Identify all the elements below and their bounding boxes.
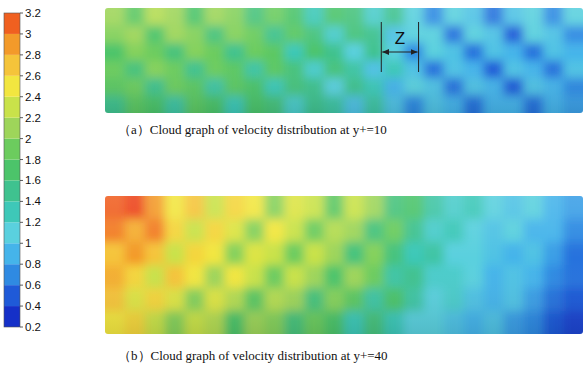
color-bar-band <box>4 180 20 201</box>
color-bar-band <box>4 97 20 118</box>
color-bar-tick <box>20 201 23 202</box>
color-bar-tick <box>20 96 23 97</box>
color-bar-label: 2.4 <box>25 91 42 103</box>
color-bar-label: 1.2 <box>25 216 41 228</box>
color-bar-tick <box>20 264 23 265</box>
plot-area <box>105 8 583 113</box>
color-bar-band <box>4 55 20 76</box>
color-bar-band <box>4 222 20 243</box>
color-bar-tick <box>20 54 23 55</box>
color-bar-label: 0.6 <box>25 279 41 291</box>
annotation-line <box>381 22 382 72</box>
velocity-field <box>105 196 583 334</box>
color-bar-label: 1.6 <box>25 174 41 186</box>
color-bar-tick <box>20 13 23 14</box>
annotation-arrow <box>382 52 417 53</box>
color-bar-band <box>4 34 20 55</box>
color-bar-label: 1 <box>25 237 31 249</box>
color-bar-tick <box>20 75 23 76</box>
color-bar-label: 0.2 <box>25 321 41 333</box>
color-bar-band <box>4 243 20 264</box>
color-bar-tick <box>20 138 23 139</box>
color-bar-band <box>4 160 20 181</box>
plot-area <box>105 196 583 334</box>
color-bar-band <box>4 306 20 327</box>
caption: （b）Cloud graph of velocity distribution … <box>118 348 388 363</box>
color-bar-frame <box>4 13 20 327</box>
color-bar-label: 2 <box>25 133 31 145</box>
color-bar-label: 0.8 <box>25 258 41 270</box>
color-bar-tick <box>20 33 23 34</box>
color-bar-label: 2.2 <box>25 112 41 124</box>
color-bar-band <box>4 285 20 306</box>
color-bar-tick <box>20 222 23 223</box>
color-bar-label: 2.6 <box>25 70 41 82</box>
color-bar: 3.2 3 2.8 2.6 2.4 2.2 2 1.8 1.6 1.4 1.2 1 0.8 0.6 0.4 0… <box>4 7 42 333</box>
color-bar-label: 3.2 <box>25 7 41 19</box>
color-bar-label: 2.8 <box>25 49 41 61</box>
cylinder-shading <box>105 196 583 334</box>
color-bar-tick <box>20 117 23 118</box>
figure: 3.2 3 2.8 2.6 2.4 2.2 2 1.8 1.6 1.4 1.2 1 0.8 0.6 0.4 0… <box>0 0 584 372</box>
pitch-annotation: Z <box>381 22 418 72</box>
color-bar-tick <box>20 180 23 181</box>
color-bar-tick <box>20 285 23 286</box>
color-bar-label: 1.8 <box>25 154 41 166</box>
color-bar-band <box>4 139 20 160</box>
color-bar-band <box>4 76 20 97</box>
color-bar-tick <box>20 306 23 307</box>
color-bar-band <box>4 201 20 222</box>
annotation-line <box>418 22 419 72</box>
cylinder-shading <box>105 8 583 113</box>
caption: （a）Cloud graph of velocity distribution … <box>118 122 387 137</box>
color-bar-label: 1.4 <box>25 195 42 207</box>
annotation-text: Z <box>395 29 405 48</box>
color-bar-label: 0.4 <box>25 300 42 312</box>
color-bar-band <box>4 13 20 34</box>
color-bar-tick <box>20 159 23 160</box>
color-bar-band <box>4 264 20 285</box>
panel: Z <box>93 0 584 126</box>
panel <box>93 184 584 347</box>
color-bar-band <box>4 118 20 139</box>
velocity-field <box>105 8 583 113</box>
color-bar-tick <box>20 327 23 328</box>
color-bar-label: 3 <box>25 28 31 40</box>
color-bar-tick <box>20 243 23 244</box>
